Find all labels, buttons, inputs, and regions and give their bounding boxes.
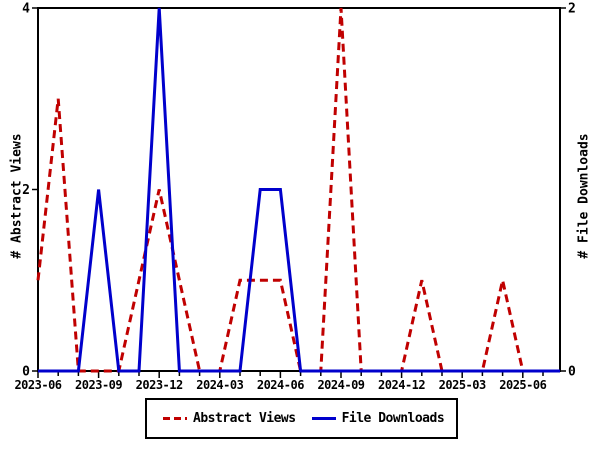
right-y-tick-label: 0 (568, 365, 576, 380)
legend-item-file-downloads: File Downloads (311, 411, 445, 426)
x-tick-label: 2025-06 (499, 378, 546, 392)
abstract-views-line-swatch (163, 417, 187, 420)
x-tick-label: 2024-12 (378, 378, 425, 392)
file-downloads-line (38, 7, 560, 373)
plot-border (37, 7, 561, 372)
x-tick-label: 2024-06 (257, 378, 304, 392)
legend-label-file-downloads: File Downloads (341, 411, 445, 426)
left-y-tick-label: 2 (22, 183, 30, 198)
abstract-views-line (36, 7, 560, 373)
right-axis-title: # File Downloads (576, 133, 592, 259)
right-y-tick-label: 2 (568, 2, 576, 17)
legend-label-abstract-views: Abstract Views (193, 411, 296, 426)
file-downloads-line-swatch (311, 417, 336, 420)
x-tick-label: 2024-09 (317, 378, 364, 392)
left-y-tick-label: 4 (22, 2, 30, 17)
left-y-tick-label: 0 (22, 365, 30, 380)
x-tick-label: 2023-06 (14, 378, 61, 392)
x-tick-label: 2024-03 (196, 378, 243, 392)
left-axis-title: # Abstract Views (9, 133, 25, 259)
x-tick-label: 2023-12 (136, 378, 183, 392)
x-tick-label: 2025-03 (439, 378, 486, 392)
chart-legend: Abstract Views File Downloads (145, 398, 458, 439)
x-tick-label: 2023-09 (75, 378, 122, 392)
legend-item-abstract-views: Abstract Views (163, 411, 296, 426)
